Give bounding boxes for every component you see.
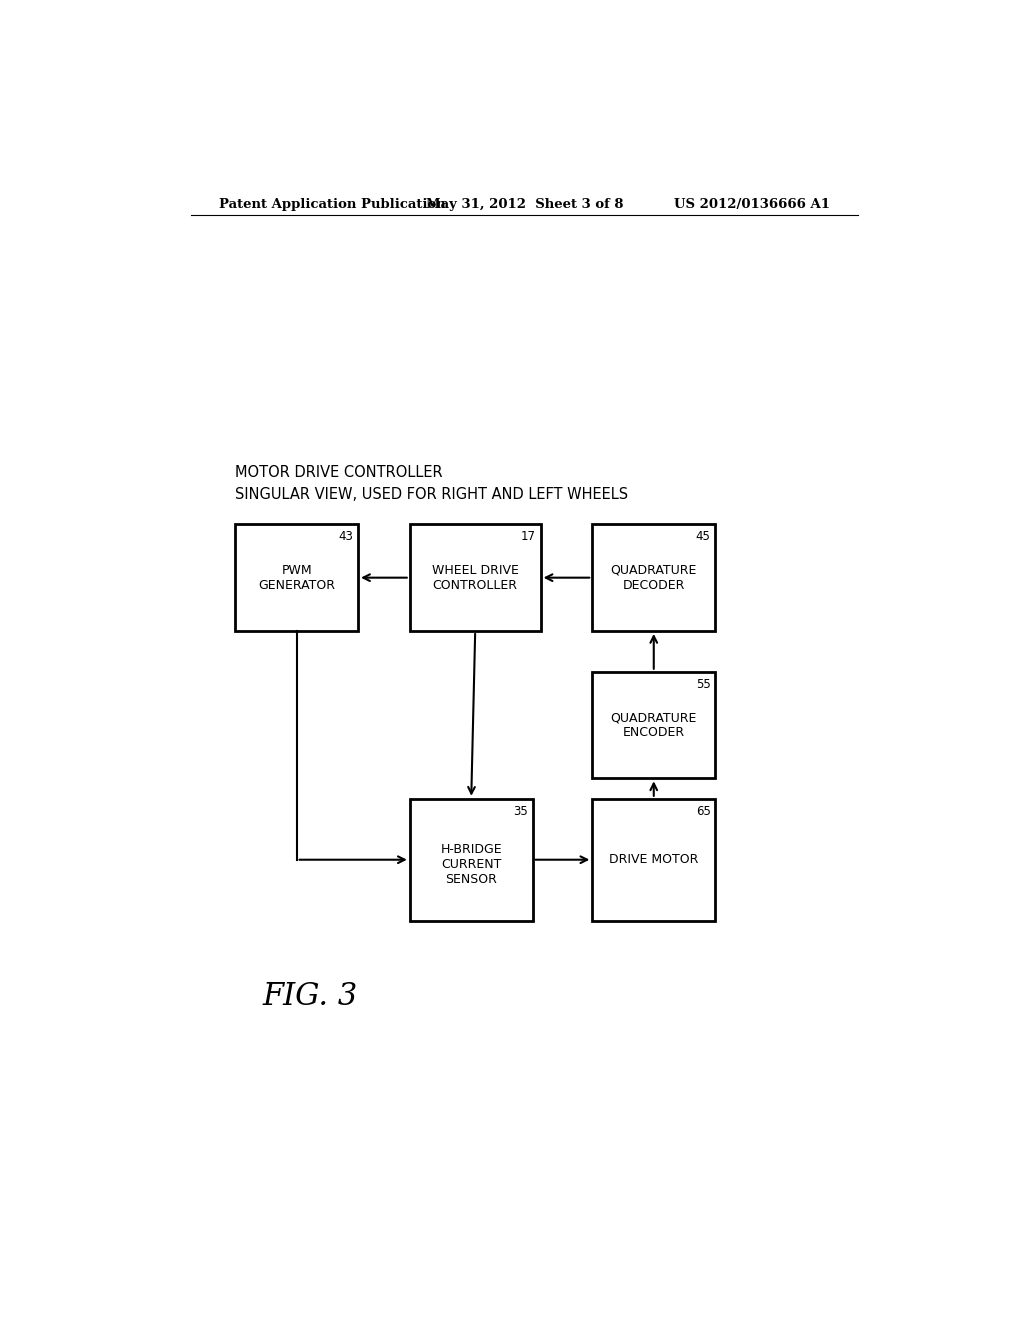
FancyBboxPatch shape [592,524,715,631]
FancyBboxPatch shape [592,799,715,921]
Text: WHEEL DRIVE
CONTROLLER: WHEEL DRIVE CONTROLLER [432,564,518,591]
Text: 17: 17 [521,531,536,544]
Text: 45: 45 [695,531,711,544]
Text: DRIVE MOTOR: DRIVE MOTOR [609,853,698,866]
Text: US 2012/0136666 A1: US 2012/0136666 A1 [675,198,830,211]
Text: QUADRATURE
ENCODER: QUADRATURE ENCODER [610,711,697,739]
Text: Patent Application Publication: Patent Application Publication [219,198,446,211]
Text: 35: 35 [513,805,528,818]
Text: FIG. 3: FIG. 3 [263,982,358,1012]
Text: 43: 43 [339,531,353,544]
FancyBboxPatch shape [410,524,541,631]
FancyBboxPatch shape [410,799,532,921]
Text: PWM
GENERATOR: PWM GENERATOR [258,564,335,591]
Text: QUADRATURE
DECODER: QUADRATURE DECODER [610,564,697,591]
Text: 55: 55 [695,677,711,690]
Text: SINGULAR VIEW, USED FOR RIGHT AND LEFT WHEELS: SINGULAR VIEW, USED FOR RIGHT AND LEFT W… [236,487,629,503]
Text: H-BRIDGE
CURRENT
SENSOR: H-BRIDGE CURRENT SENSOR [440,843,502,886]
Text: May 31, 2012  Sheet 3 of 8: May 31, 2012 Sheet 3 of 8 [426,198,624,211]
Text: 65: 65 [695,805,711,818]
Text: MOTOR DRIVE CONTROLLER: MOTOR DRIVE CONTROLLER [236,465,442,480]
FancyBboxPatch shape [236,524,358,631]
FancyBboxPatch shape [592,672,715,779]
